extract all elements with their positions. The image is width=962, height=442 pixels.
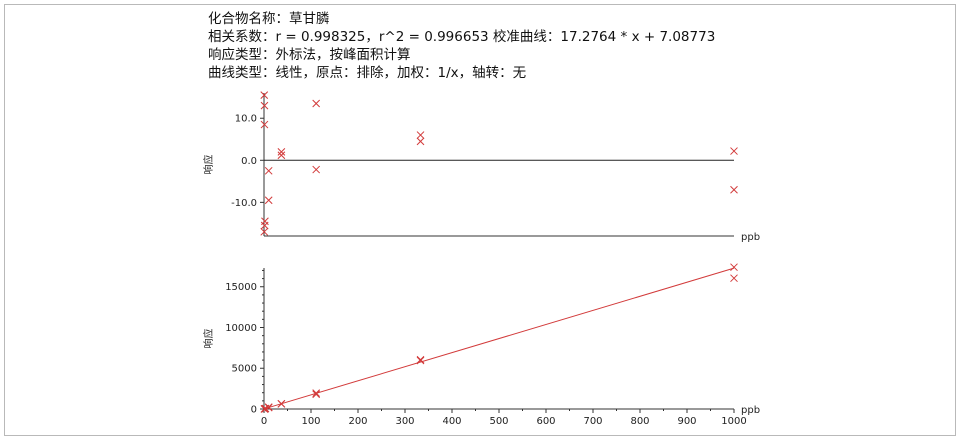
data-point [260,101,269,110]
data-point [416,356,425,365]
y-tick-label: 0.0 [241,156,257,167]
calibration-fit-line [263,267,735,410]
data-point [730,185,738,194]
x-tick-label: 0 [261,416,267,427]
correlation-line: 相关系数：r = 0.998325，r^2 = 0.996653 校准曲线：17… [208,29,716,45]
data-point [312,390,321,399]
y-tick-label: 15000 [225,282,257,293]
data-point [260,120,269,129]
y-tick-label: 5000 [232,364,257,375]
data-point [277,151,286,160]
x-axis-title: ppb [741,405,760,416]
data-point [730,274,738,283]
data-point [260,221,269,230]
data-point [264,166,273,175]
x-tick-label: 800 [630,416,649,427]
data-point [264,196,273,205]
y-tick-label: 0 [251,405,257,416]
curve-type: 曲线类型：线性，原点：排除，加权：1/x，轴转：无 [208,65,527,81]
y-axis-title: 响应 [202,155,215,175]
x-tick-label: 300 [395,416,414,427]
x-tick-label: 600 [536,416,555,427]
data-point [730,263,738,272]
data-point [416,355,425,364]
x-axis-title: ppb [741,232,760,243]
data-point [312,99,321,108]
x-tick-label: 700 [583,416,602,427]
y-axis-title: 响应 [202,329,215,349]
x-tick-label: 900 [677,416,696,427]
data-point [277,400,286,408]
x-tick-label: 200 [348,416,367,427]
data-point [312,165,321,174]
figure-frame [4,4,956,436]
x-tick-label: 100 [301,416,320,427]
data-point [730,147,738,155]
compound-name: 化合物名称：草甘膦 [208,11,330,27]
chart-header: 化合物名称：草甘膦 相关系数：r = 0.998325，r^2 = 0.9966… [208,10,715,82]
data-point [264,403,273,411]
y-tick-label: 10000 [225,323,257,334]
data-point [277,148,286,156]
y-tick-label: -10.0 [231,198,257,209]
response-type: 响应类型：外标法，按峰面积计算 [208,47,411,63]
x-tick-label: 500 [489,416,508,427]
x-tick-label: 1000 [721,416,746,427]
x-tick-label: 400 [442,416,461,427]
data-point [260,227,269,236]
data-point [416,137,425,146]
data-point [416,131,425,139]
y-tick-label: 10.0 [235,114,257,125]
data-point [312,389,321,397]
data-point [260,91,269,99]
